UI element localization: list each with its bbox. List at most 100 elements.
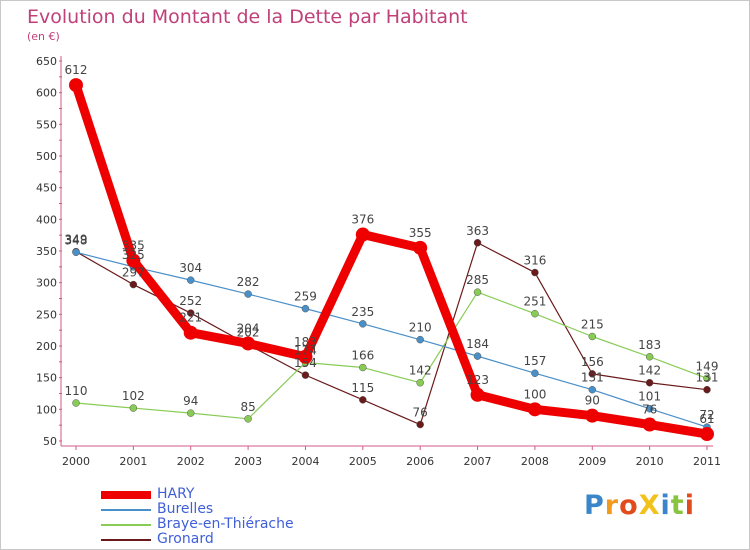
data-label-gronard: 131 [696, 371, 719, 385]
y-tick-label: 200 [36, 340, 57, 353]
data-label-gronard: 202 [237, 326, 260, 340]
data-label-hary: 221 [179, 311, 202, 325]
data-label-gronard: 252 [179, 294, 202, 308]
data-label-braye-en-thi-rache: 251 [523, 295, 546, 309]
x-tick-label: 2010 [636, 455, 664, 468]
data-point-hary [183, 325, 198, 340]
legend-item-gronard: Gronard [101, 531, 401, 547]
data-point-hary [642, 417, 657, 432]
y-tick-label: 300 [36, 277, 57, 290]
legend-label: HARY [157, 486, 195, 502]
data-label-gronard: 349 [65, 233, 88, 247]
chart-legend: HARY Burelles Braye-en-Thiérache Gronard [101, 486, 401, 547]
logo-letter: i [684, 490, 695, 521]
data-label-hary: 183 [294, 335, 317, 349]
data-point-braye-en-thi-rache [531, 309, 539, 318]
data-point-braye-en-thi-rache [72, 399, 80, 407]
data-label-braye-en-thi-rache: 285 [466, 273, 489, 287]
data-label-hary: 204 [237, 321, 260, 335]
data-point-hary [470, 387, 485, 402]
data-label-hary: 335 [122, 239, 145, 253]
y-tick-label: 400 [36, 213, 57, 226]
data-label-burelles: 131 [581, 371, 604, 385]
y-tick-label: 550 [36, 118, 57, 131]
series-line-hary [71, 80, 712, 439]
data-label-gronard: 115 [351, 381, 374, 395]
x-tick-label: 2011 [693, 455, 721, 468]
legend-swatch [101, 524, 151, 526]
series-burelles [72, 248, 711, 431]
data-label-braye-en-thi-rache: 174 [294, 343, 317, 357]
data-point-burelles [473, 352, 482, 360]
series-line-gronard [75, 242, 708, 426]
data-point-burelles [72, 248, 80, 257]
data-point-gronard [588, 370, 597, 378]
x-tick-label: 2006 [406, 455, 434, 468]
x-tick-label: 2001 [119, 455, 147, 468]
data-point-hary [126, 253, 141, 268]
data-point-hary [700, 427, 714, 442]
logo-letter: t [670, 490, 685, 521]
x-tick-label: 2009 [578, 455, 606, 468]
data-point-braye-en-thi-rache [129, 404, 138, 412]
y-tick-label: 150 [36, 372, 57, 385]
data-label-burelles: 282 [237, 275, 260, 289]
data-label-hary: 90 [585, 394, 600, 408]
data-label-gronard: 363 [466, 224, 489, 238]
data-point-hary [585, 408, 600, 423]
data-point-gronard [186, 309, 195, 317]
x-tick-label: 2003 [234, 455, 262, 468]
data-label-burelles: 157 [523, 354, 546, 368]
data-point-gronard [531, 268, 539, 277]
data-label-burelles: 184 [466, 337, 489, 351]
x-tick-label: 2000 [62, 455, 90, 468]
series-line-burelles [75, 251, 708, 428]
logo-letter: o [619, 490, 639, 521]
data-label-burelles: 325 [122, 248, 145, 262]
data-label-hary: 76 [642, 403, 657, 417]
data-point-gronard [645, 378, 654, 387]
data-point-hary [355, 227, 370, 242]
data-label-hary: 376 [351, 213, 374, 227]
logo-letter: X [638, 490, 661, 521]
data-label-burelles: 259 [294, 290, 317, 304]
y-tick-label: 50 [43, 435, 57, 448]
data-label-gronard: 76 [413, 406, 428, 420]
series-gronard [72, 239, 711, 429]
data-point-braye-en-thi-rache [244, 415, 252, 423]
logo-letter: i [660, 490, 671, 521]
data-label-hary: 100 [523, 387, 546, 401]
data-point-braye-en-thi-rache [473, 288, 482, 296]
data-label-hary: 612 [65, 63, 88, 77]
data-label-braye-en-thi-rache: 110 [65, 384, 88, 398]
y-tick-label: 600 [36, 87, 57, 100]
x-tick-label: 2004 [291, 455, 319, 468]
y-tick-label: 250 [36, 308, 57, 321]
data-label-gronard: 156 [581, 355, 604, 369]
x-tick-label: 2005 [349, 455, 377, 468]
legend-label: Burelles [157, 501, 214, 517]
data-point-burelles [531, 369, 539, 377]
data-point-hary [241, 336, 256, 351]
data-point-burelles [186, 276, 195, 284]
data-point-hary [69, 78, 83, 93]
legend-item-braye-en-thi-rache: Braye-en-Thiérache [101, 516, 401, 532]
data-label-braye-en-thi-rache: 215 [581, 318, 604, 332]
data-point-hary [298, 349, 313, 364]
legend-label: Braye-en-Thiérache [157, 516, 294, 532]
data-label-gronard: 154 [294, 356, 317, 370]
data-point-gronard [416, 420, 424, 429]
legend-label: Gronard [157, 531, 214, 547]
data-point-braye-en-thi-rache [416, 378, 424, 387]
y-tick-label: 350 [36, 245, 57, 258]
data-point-gronard [703, 385, 711, 394]
data-label-burelles: 101 [638, 390, 661, 404]
data-label-gronard: 142 [638, 364, 661, 378]
legend-swatch [101, 539, 151, 541]
y-tick-label: 500 [36, 150, 57, 163]
data-label-hary: 355 [409, 226, 432, 240]
y-tick-label: 100 [36, 403, 57, 416]
data-label-braye-en-thi-rache: 149 [696, 359, 719, 373]
